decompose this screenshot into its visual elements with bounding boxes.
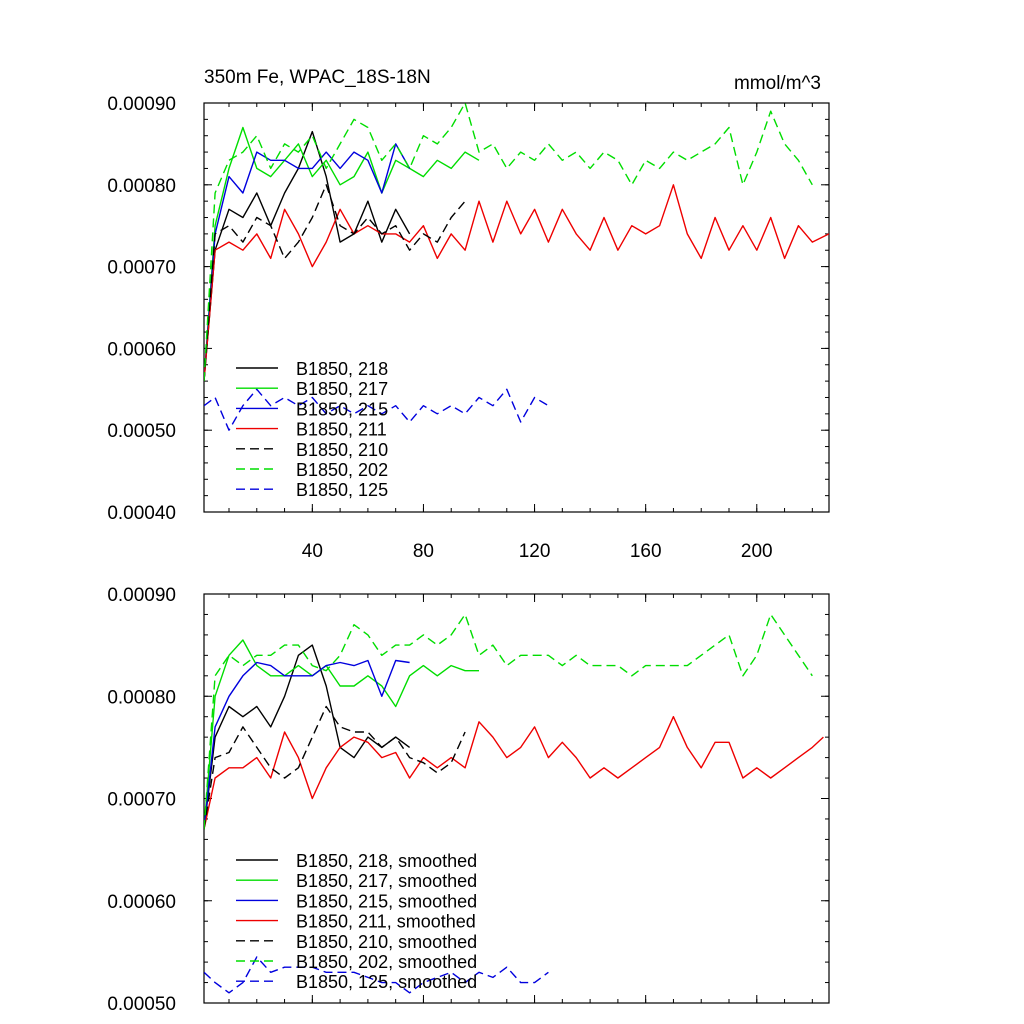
legend-label: B1850, 211	[296, 420, 387, 440]
y-tick-label: 0.00060	[107, 892, 176, 913]
top-panel: 0.00040 0.00050 0.00060 0.00070 0.00080 0.000…	[107, 67, 830, 562]
y-tick-label: 0.00090	[107, 585, 176, 606]
y-tick-label: 0.00050	[107, 994, 176, 1015]
y-tick-label: 0.00090	[107, 94, 176, 115]
series-line-2	[204, 659, 410, 830]
legend-label: B1850, 125	[296, 480, 388, 500]
bottom-panel: 0.00050 0.00060 0.00070 0.00080 0.00090 B1850…	[107, 585, 830, 1015]
series-line-1	[204, 639, 479, 830]
legend-label: B1850, 125, smoothed	[296, 972, 477, 992]
series-line-3	[204, 716, 824, 830]
chart-title: 350m Fe, WPAC_18S-18N	[204, 67, 431, 88]
y-tick-label: 0.00080	[107, 176, 176, 197]
series-line-5	[204, 103, 813, 382]
legend-label: B1850, 210	[296, 440, 388, 460]
series-line-6	[204, 956, 549, 994]
legend-label: B1850, 218, smoothed	[296, 851, 477, 871]
plot-frame	[203, 102, 830, 513]
units-label: mmol/m^3	[734, 73, 821, 94]
legend-label: B1850, 210, smoothed	[296, 932, 477, 952]
legend-label: B1850, 215	[296, 399, 388, 419]
x-tick-label: 40	[302, 541, 323, 562]
series-line-5	[204, 613, 813, 830]
series-line-6	[204, 388, 549, 431]
y-tick-label: 0.00070	[107, 790, 176, 811]
series-line-0	[204, 130, 411, 382]
legend-label: B1850, 202	[296, 460, 388, 480]
legend-label: B1850, 215, smoothed	[296, 891, 477, 911]
series-line-3	[204, 184, 829, 382]
x-tick-label: 200	[741, 541, 773, 562]
y-tick-label: 0.00040	[107, 503, 176, 524]
series-line-1	[204, 126, 480, 382]
y-tick-label: 0.00070	[107, 258, 176, 279]
legend-label: B1850, 211, smoothed	[296, 912, 476, 932]
series-line-4	[204, 705, 466, 830]
series-line-2	[204, 143, 411, 382]
x-tick-label: 80	[413, 541, 434, 562]
y-tick-label: 0.00080	[107, 687, 176, 708]
y-tick-label: 0.00060	[107, 339, 176, 360]
legend-label: B1850, 217	[296, 379, 388, 399]
x-tick-label: 120	[519, 541, 551, 562]
legend-label: B1850, 217, smoothed	[296, 871, 477, 891]
y-tick-label: 0.00050	[107, 421, 176, 442]
series-line-4	[204, 184, 466, 382]
legend-label: B1850, 218	[296, 359, 388, 379]
x-tick-label: 160	[630, 541, 662, 562]
series-line-0	[204, 644, 411, 830]
legend-label: B1850, 202, smoothed	[296, 952, 477, 972]
